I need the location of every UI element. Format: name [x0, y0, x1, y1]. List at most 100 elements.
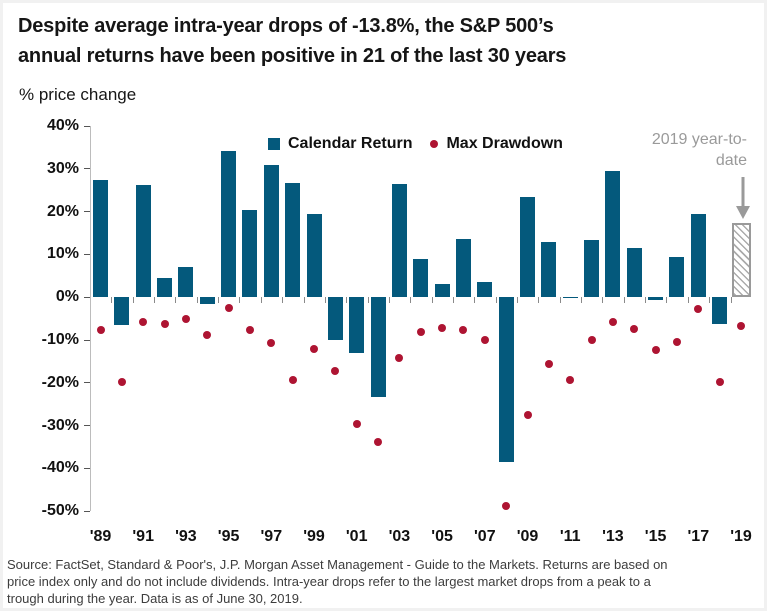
y-axis-label: -50%: [41, 502, 79, 520]
source-line2: price index only and do not include divi…: [7, 574, 651, 589]
x-axis-label-2019: '19: [730, 528, 752, 545]
x-axis-label-2003: '03: [388, 528, 411, 545]
x-axis-tick: [645, 297, 647, 304]
drawdown-dot-2005: [438, 324, 447, 333]
x-axis-tick: [709, 297, 711, 304]
x-axis-tick: [623, 297, 625, 304]
drawdown-dot-2018: [715, 377, 724, 386]
drawdown-dot-2016: [672, 338, 681, 347]
y-axis-tick: [84, 125, 90, 127]
x-axis-tick: [111, 297, 113, 304]
y-axis-label: 0%: [55, 288, 79, 306]
x-axis-label-1995: '95: [217, 528, 240, 545]
x-axis-label-1989: '89: [89, 528, 112, 545]
y-axis-tick: [84, 339, 90, 341]
x-axis-label-1997: '97: [260, 528, 283, 545]
drawdown-dot-1997: [267, 339, 276, 348]
y-axis-tick: [84, 253, 90, 255]
x-axis-tick: [559, 297, 561, 304]
bar-2002: [370, 297, 386, 398]
drawdown-dot-2015: [651, 346, 660, 355]
drawdown-dot-2010: [544, 359, 553, 368]
source-line1: Source: FactSet, Standard & Poor's, J.P.…: [7, 557, 668, 572]
drawdown-dot-1993: [181, 314, 190, 323]
drawdown-dot-1996: [245, 325, 254, 334]
max-drawdown-dot-icon: [430, 140, 439, 148]
x-axis-label-2011: '11: [559, 528, 581, 545]
x-axis-label-1993: '93: [175, 528, 197, 545]
y-axis-label: -10%: [41, 331, 79, 348]
y-axis-tick: [84, 296, 90, 298]
y-axis-label: -30%: [41, 416, 79, 434]
x-axis-tick: [431, 297, 433, 304]
calendar-return-swatch-icon: [268, 138, 280, 150]
y-axis-label: 10%: [46, 245, 79, 263]
bar-1992: [157, 277, 173, 298]
bar-2013: [605, 170, 621, 298]
x-axis-label-2001: '01: [345, 528, 368, 545]
bar-1998: [285, 182, 301, 298]
x-axis-tick: [730, 297, 732, 304]
ytd-annotation: 2019 year-to-date: [651, 131, 747, 169]
bar-1997: [263, 164, 279, 298]
x-axis-tick: [538, 297, 540, 304]
bar-2001: [349, 297, 365, 353]
bar-2000: [327, 297, 343, 341]
bar-2018: [712, 297, 728, 324]
drawdown-dot-2009: [523, 411, 532, 420]
drawdown-dot-2004: [416, 328, 425, 337]
chart-title-line1: Despite average intra-year drops of -13.…: [18, 15, 554, 37]
bar-1993: [178, 266, 194, 298]
drawdown-dot-2012: [587, 335, 596, 344]
y-axis-tick: [84, 510, 90, 512]
bar-1994: [199, 297, 215, 304]
bar-2014: [626, 248, 642, 298]
y-axis-label: -40%: [41, 459, 79, 477]
y-axis-tick: [84, 467, 90, 469]
drawdown-dot-1990: [117, 378, 126, 387]
bar-2003: [391, 184, 407, 298]
drawdown-dot-2011: [566, 376, 575, 385]
drawdown-dot-1999: [310, 344, 318, 353]
bar-2016: [669, 256, 685, 298]
x-axis-label-2007: '07: [473, 528, 496, 545]
y-axis-line: [90, 126, 91, 512]
y-axis-tick: [84, 168, 90, 170]
x-axis-tick: [260, 297, 262, 304]
drawdown-dot-2017: [694, 305, 703, 314]
x-axis-label-2009: '09: [516, 528, 539, 545]
bar-1989: [93, 180, 108, 298]
chart-title-line2: annual returns have been positive in 21 …: [18, 45, 567, 67]
drawdown-dot-1992: [160, 319, 169, 328]
x-axis-tick: [367, 297, 369, 304]
y-axis-label: 20%: [46, 202, 79, 220]
bar-2007: [477, 282, 493, 298]
source-line3: trough during the year. Data is as of Ju…: [7, 591, 303, 606]
x-axis-tick: [452, 297, 454, 304]
x-axis-tick: [239, 297, 241, 304]
drawdown-dot-2003: [395, 353, 404, 362]
bar-1999: [306, 213, 322, 298]
drawdown-dot-1989: [96, 325, 105, 334]
y-axis-tick: [84, 382, 90, 384]
x-axis-label-2013: '13: [602, 528, 624, 545]
x-axis-tick: [154, 297, 156, 304]
y-axis-label: -20%: [41, 373, 79, 391]
x-axis-tick: [346, 297, 348, 304]
x-axis-tick: [666, 297, 668, 304]
drawdown-dot-2019: [737, 322, 745, 331]
bar-1990: [114, 297, 130, 326]
bar-2011: [562, 297, 578, 299]
x-axis-tick: [474, 297, 476, 304]
drawdown-dot-2002: [374, 437, 383, 446]
bar-2006: [455, 238, 471, 298]
y-axis-label: 40%: [46, 117, 79, 134]
x-axis-tick: [517, 297, 518, 304]
x-axis-tick: [410, 297, 412, 304]
bar-2008: [498, 297, 514, 462]
drawdown-dot-1994: [203, 331, 212, 340]
x-axis-tick: [218, 297, 220, 304]
x-axis-tick: [175, 297, 177, 304]
drawdown-dot-2013: [608, 318, 617, 327]
